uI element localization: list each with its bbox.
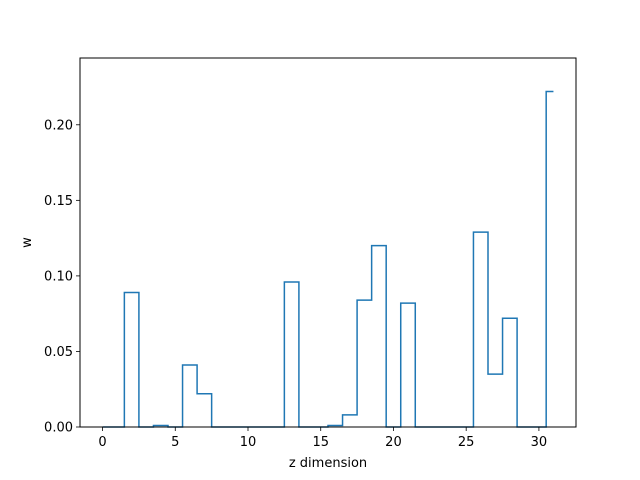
y-axis-label: w — [20, 237, 35, 248]
x-tick-label: 25 — [458, 435, 475, 450]
x-tick-label: 20 — [385, 435, 402, 450]
x-tick-label: 10 — [240, 435, 257, 450]
x-tick-label: 30 — [531, 435, 548, 450]
x-axis-label: z dimension — [289, 456, 367, 471]
x-tick-label: 0 — [98, 435, 106, 450]
y-tick-label: 0.05 — [44, 345, 73, 360]
x-tick-label: 5 — [171, 435, 179, 450]
y-tick-label: 0.00 — [44, 421, 73, 436]
axes-frame — [79, 57, 577, 428]
y-axis-ticks: 0.00 0.05 0.10 0.15 0.20 — [44, 118, 80, 436]
y-tick-label: 0.15 — [44, 194, 73, 209]
x-axis-ticks: 0 5 10 15 20 25 30 — [98, 427, 547, 450]
x-tick-label: 15 — [312, 435, 329, 450]
y-tick-label: 0.10 — [44, 269, 73, 284]
y-tick-label: 0.20 — [44, 118, 73, 133]
